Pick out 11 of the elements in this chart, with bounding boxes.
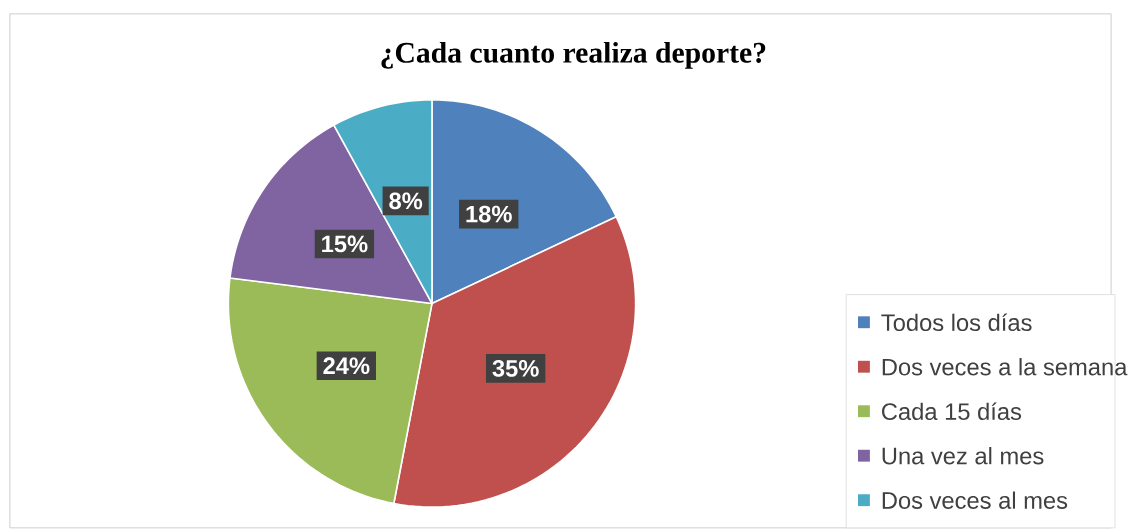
legend-label: Una vez al mes	[882, 447, 1044, 465]
legend-label: Dos veces al mes	[882, 491, 1068, 509]
legend-label: Dos veces a la semana	[882, 358, 1128, 376]
chart-title: ¿Cada cuanto realiza deporte?	[381, 42, 766, 69]
legend-label: Todos los días	[881, 313, 1032, 332]
data-label: 24%	[323, 357, 370, 375]
data-label: 35%	[492, 360, 539, 377]
data-label: 18%	[466, 205, 512, 223]
legend-label: Cada 15 días	[882, 402, 1022, 421]
data-label: 15%	[322, 235, 368, 253]
data-label: 8%	[389, 192, 423, 210]
